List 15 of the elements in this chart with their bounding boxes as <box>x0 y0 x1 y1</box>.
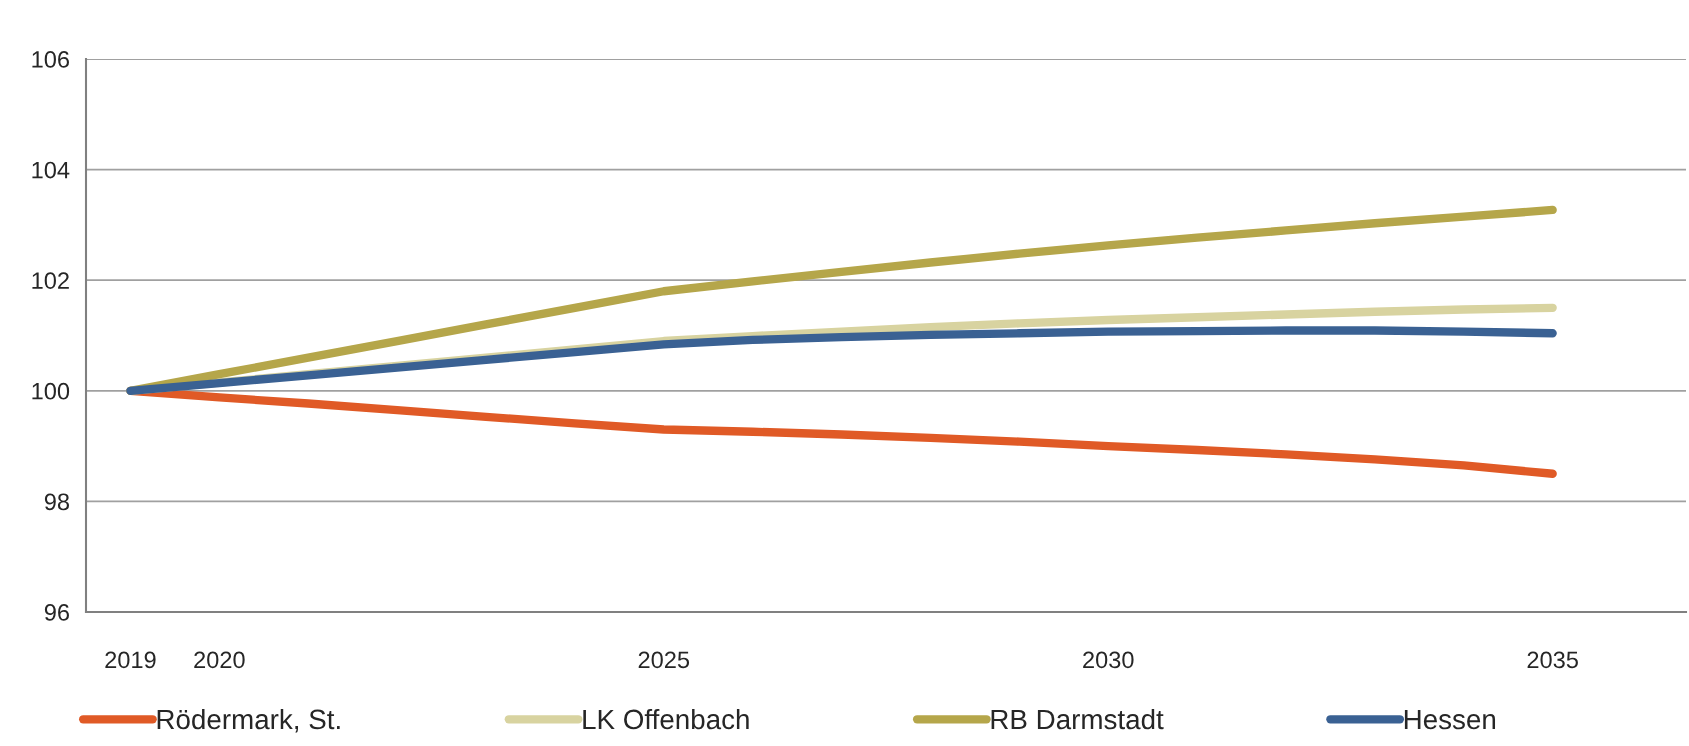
x-tick-label: 2025 <box>638 651 690 669</box>
x-tick-label: 2019 <box>105 651 156 669</box>
legend-label: Rödermark, St. <box>157 708 340 733</box>
y-tick-label: 96 <box>44 604 69 621</box>
legend-label: LK Offenbach <box>583 708 749 730</box>
y-tick-label: 104 <box>32 161 70 179</box>
y-tick-label: 106 <box>32 51 69 68</box>
legend-label: RB Darmstadt <box>991 708 1164 730</box>
y-tick-label: 100 <box>32 382 70 400</box>
y-tick-label: 102 <box>32 272 69 289</box>
x-tick-label: 2020 <box>194 651 245 669</box>
y-tick-label: 98 <box>44 493 69 511</box>
x-tick-label: 2035 <box>1527 651 1578 669</box>
x-tick-label: 2030 <box>1083 651 1134 669</box>
legend-label: Hessen <box>1404 709 1496 730</box>
